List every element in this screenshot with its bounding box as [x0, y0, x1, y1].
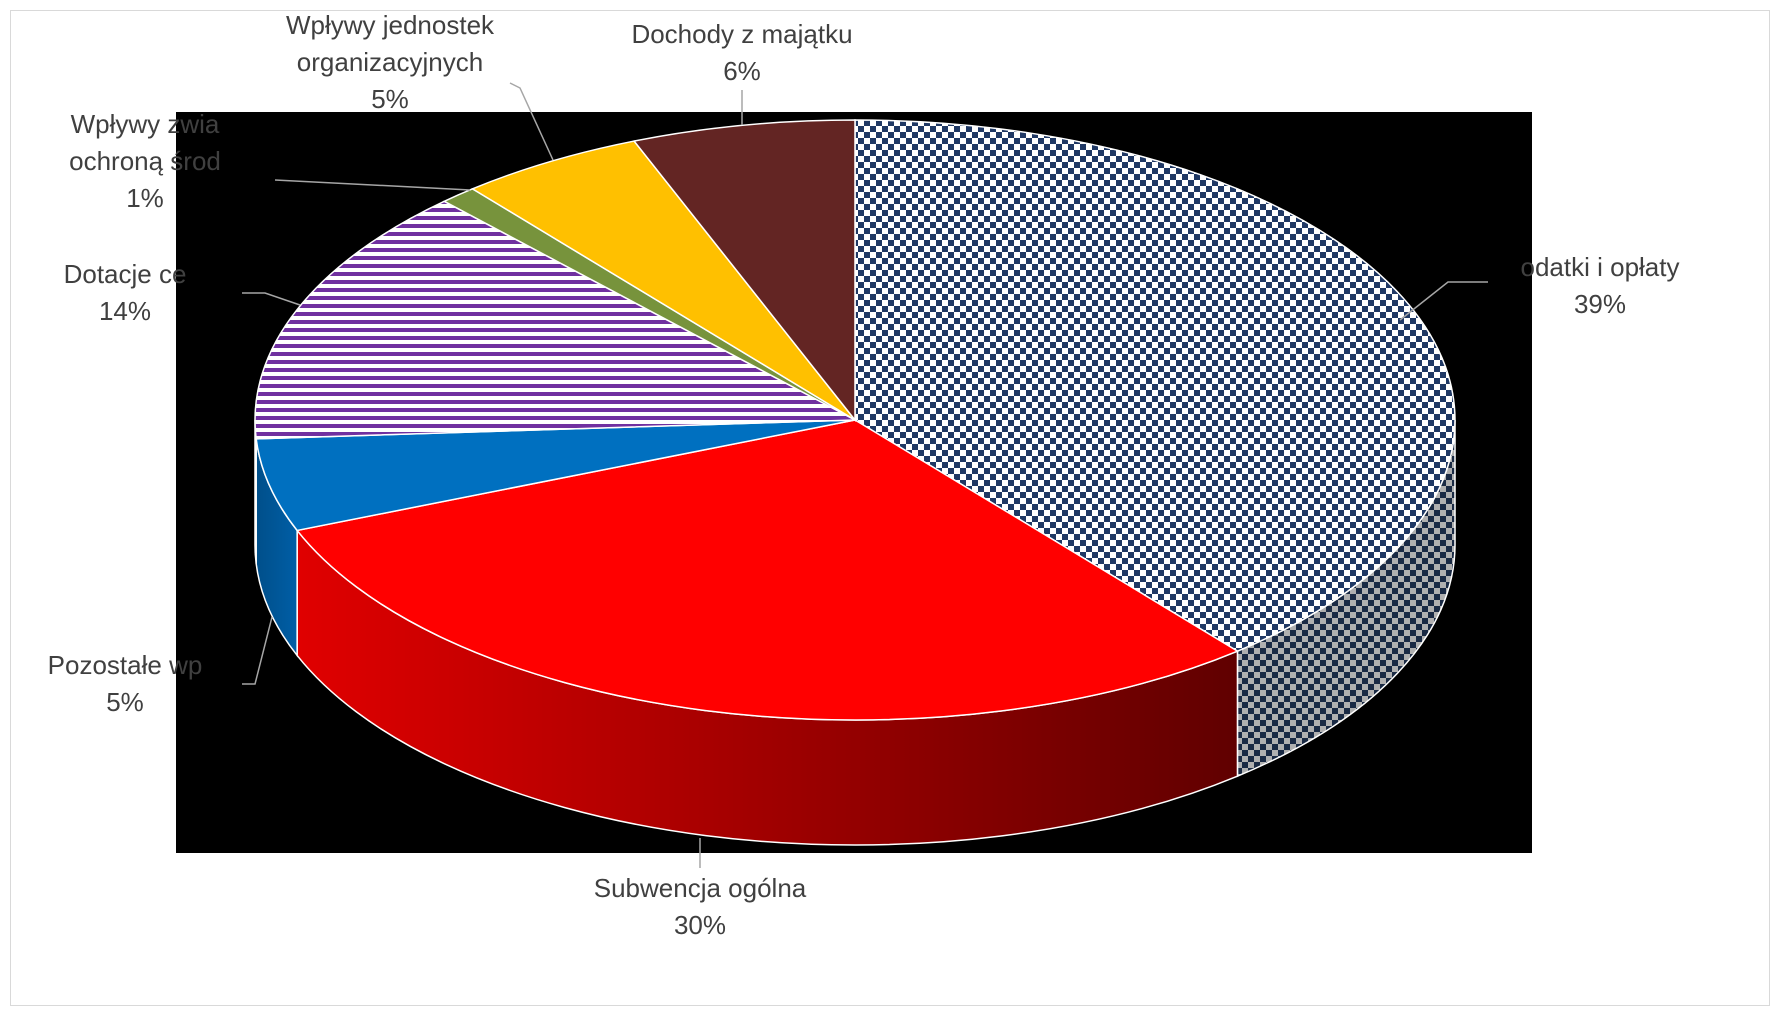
- data-label-text: organizacyjnych: [297, 47, 483, 77]
- pie-slice-wplywy-jednostek-organizacyjnych: [470, 140, 856, 421]
- pie-slice-pozostale-wplywy: [255, 419, 856, 532]
- pie-slice-dochody-z-majatku: [632, 119, 856, 423]
- data-label-percent: 14%: [99, 296, 151, 326]
- data-label-percent: 30%: [674, 910, 726, 940]
- pie-slice-subwencja-ogolna: [295, 419, 1240, 721]
- data-labels: odatki i opłaty 39% Subwencja ogólna 30% Poz…: [48, 10, 1680, 940]
- data-label-pozostale-wplywy: Pozostałe wp 5%: [48, 650, 203, 717]
- data-label-wplywy-jednostek-organizacyjnych: Wpływy jednostek organizacyjnych 5%: [286, 10, 495, 114]
- leader-line-wplywy-jednostek-organizacyjnych: [509, 82, 554, 161]
- leader-line-pozostale-wplywy: [242, 616, 273, 685]
- data-label-text: Dotacje ce: [64, 259, 187, 289]
- data-label-text: odatki i opłaty: [1521, 252, 1680, 282]
- pie-slice-dotacje-celowe: [254, 200, 858, 440]
- data-label-percent: 5%: [106, 687, 144, 717]
- data-label-percent: 5%: [371, 84, 409, 114]
- data-label-wplywy-zwiazane-z-ochrona-srodowiska: Wpływy zwia ochroną środ 1%: [69, 109, 221, 213]
- data-label-podatki-i-oplaty: odatki i opłaty 39%: [1521, 252, 1680, 319]
- pie-slices: [254, 119, 1456, 721]
- data-label-text: Pozostałe wp: [48, 650, 203, 680]
- data-label-percent: 1%: [126, 183, 164, 213]
- leader-line-wplywy-zwiazane-z-ochrona-srodowiska: [274, 179, 471, 191]
- data-label-dochody-z-majatku: Dochody z majątku 6%: [631, 19, 852, 86]
- pie-slice-podatki-i-oplaty: [854, 119, 1456, 652]
- data-label-text: Subwencja ogólna: [594, 873, 807, 903]
- leader-line-dotacje-celowe: [242, 292, 301, 306]
- data-label-dotacje-celowe: Dotacje ce 14%: [64, 259, 187, 326]
- data-label-percent: 39%: [1574, 289, 1626, 319]
- leader-lines: [242, 82, 1488, 868]
- data-label-text: Dochody z majątku: [631, 19, 852, 49]
- leader-line-podatki-i-oplaty: [1399, 281, 1488, 321]
- data-label-text: Wpływy jednostek: [286, 10, 495, 40]
- data-label-text: ochroną środ: [69, 146, 221, 176]
- data-label-text: Wpływy zwia: [71, 109, 220, 139]
- data-label-percent: 6%: [723, 56, 761, 86]
- data-label-subwencja-ogolna: Subwencja ogólna 30%: [594, 873, 807, 940]
